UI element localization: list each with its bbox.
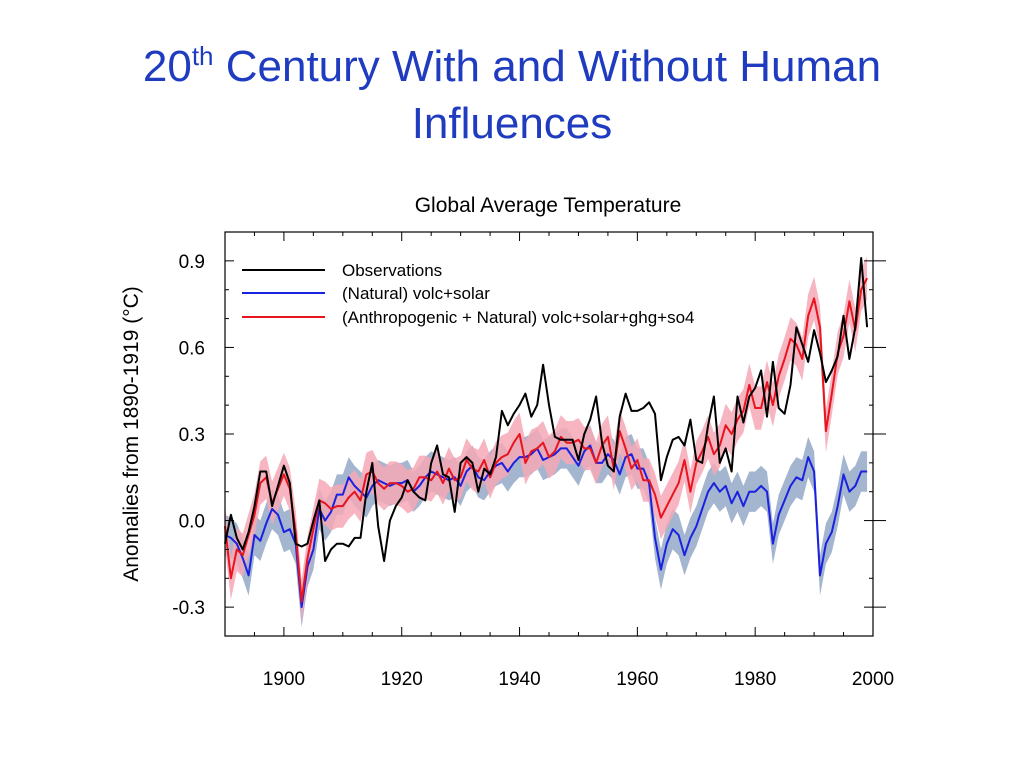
y-tick-label: -0.3 bbox=[172, 598, 205, 619]
anthropogenic-line bbox=[224, 277, 868, 603]
y-tick-label: 0.6 bbox=[179, 338, 205, 359]
legend-label-natural: (Natural) volc+solar bbox=[342, 284, 490, 303]
legend-label-anthropogenic: (Anthropogenic + Natural) volc+solar+ghg… bbox=[342, 308, 695, 327]
legend-label-observations: Observations bbox=[342, 261, 442, 280]
x-tick-label: 1920 bbox=[381, 669, 423, 690]
x-tick-label: 1900 bbox=[263, 669, 305, 690]
title-superscript: th bbox=[191, 41, 214, 71]
y-tick-label: 0.9 bbox=[179, 252, 205, 273]
uncertainty-bands bbox=[225, 256, 868, 628]
x-tick-label: 1940 bbox=[498, 669, 540, 690]
legend: Observations (Natural) volc+solar (Anthrop… bbox=[242, 261, 695, 327]
title-main: 20 bbox=[142, 42, 192, 91]
slide-title-line1: 20th Century With and Without Human bbox=[0, 38, 1024, 95]
series-lines bbox=[224, 257, 869, 609]
y-axis-label: Anomalies from 1890-1919 (°C) bbox=[120, 286, 143, 582]
title-rest: Century With and Without Human bbox=[213, 42, 882, 91]
x-tick-label: 1960 bbox=[616, 669, 658, 690]
chart-title: Global Average Temperature bbox=[415, 194, 682, 217]
y-tick-label: 0.0 bbox=[179, 512, 205, 533]
slide-title-line2: Influences bbox=[411, 99, 613, 148]
x-tick-label: 2000 bbox=[852, 669, 894, 690]
slide-title: 20th Century With and Without Human Infl… bbox=[0, 38, 1024, 152]
observations-line bbox=[224, 257, 869, 562]
y-tick-label: 0.3 bbox=[179, 425, 205, 446]
x-tick-label: 1980 bbox=[734, 669, 776, 690]
anthropogenic-uncertainty-band bbox=[225, 256, 868, 623]
chart-ticks: 1900 1920 1940 1960 1980 2000 -0.3 0.0 0.3 0.6 0.9 bbox=[172, 232, 894, 690]
